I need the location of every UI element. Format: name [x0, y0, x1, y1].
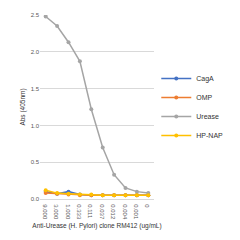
- svg-text:9.000: 9.000: [42, 204, 48, 220]
- svg-text:0.037: 0.037: [99, 204, 105, 220]
- svg-text:2.5: 2.5: [31, 12, 40, 18]
- svg-text:0.5: 0.5: [31, 159, 40, 165]
- svg-text:HP-NAP: HP-NAP: [196, 132, 223, 139]
- svg-text:0.001: 0.001: [133, 204, 139, 220]
- svg-text:0.0: 0.0: [31, 196, 40, 202]
- svg-text:1.5: 1.5: [31, 86, 40, 92]
- svg-text:1.000: 1.000: [65, 204, 71, 220]
- svg-text:OMP: OMP: [196, 94, 212, 101]
- svg-text:0: 0: [144, 204, 150, 208]
- svg-text:Urease: Urease: [196, 113, 219, 120]
- svg-text:0.012: 0.012: [110, 204, 116, 220]
- svg-text:0.004: 0.004: [122, 204, 128, 220]
- svg-text:0.333: 0.333: [76, 204, 82, 220]
- svg-text:CagA: CagA: [196, 75, 214, 83]
- svg-text:Anti-Urease (H. Pylori) clone: Anti-Urease (H. Pylori) clone RM412 (ug/…: [32, 222, 161, 230]
- svg-text:2.0: 2.0: [31, 49, 40, 55]
- svg-text:0.111: 0.111: [87, 204, 93, 219]
- svg-text:Abs (405nm): Abs (405nm): [19, 88, 27, 125]
- svg-text:1.0: 1.0: [31, 123, 40, 129]
- svg-text:3.000: 3.000: [53, 204, 59, 220]
